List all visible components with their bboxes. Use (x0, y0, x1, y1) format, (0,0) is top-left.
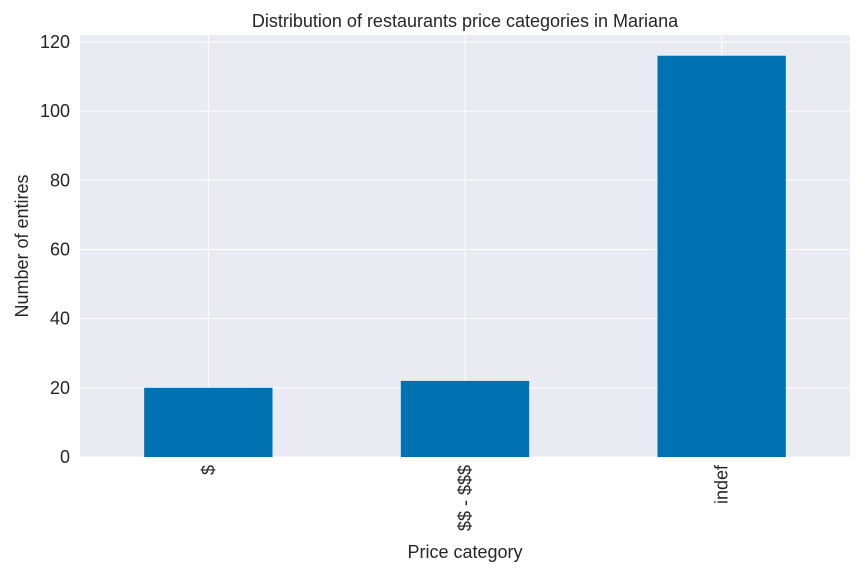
chart-title: Distribution of restaurants price catego… (252, 11, 679, 31)
y-tick-label: 40 (50, 309, 70, 329)
bar (144, 387, 273, 457)
y-tick-label: 60 (50, 239, 70, 259)
x-axis-ticks: $ $$ - $$$ indef (198, 464, 731, 531)
y-axis-label: Number of entires (12, 174, 32, 317)
y-tick-label: 100 (40, 101, 70, 121)
y-tick-label: 0 (60, 447, 70, 467)
bars (144, 55, 786, 458)
x-axis-label: Price category (407, 542, 522, 562)
y-axis-ticks: 0 20 40 60 80 100 120 (40, 32, 70, 467)
x-tick-label: indef (712, 464, 732, 504)
y-tick-label: 120 (40, 32, 70, 52)
bar (657, 55, 786, 458)
y-tick-label: 80 (50, 170, 70, 190)
x-tick-label: $ (198, 465, 218, 475)
y-tick-label: 20 (50, 378, 70, 398)
bar (400, 380, 530, 457)
x-tick-label: $$ - $$$ (455, 465, 475, 531)
